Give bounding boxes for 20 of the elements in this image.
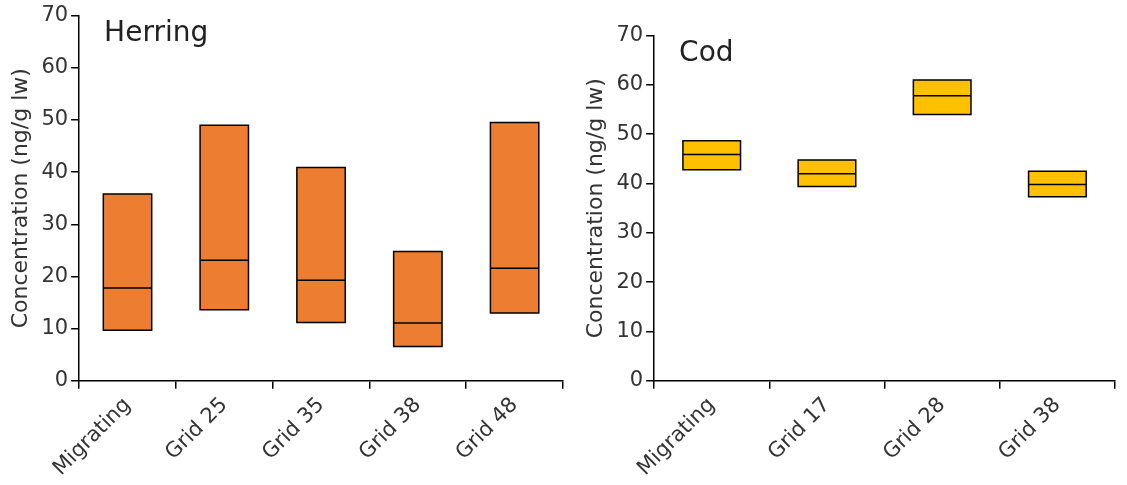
y-tick-label: 40 xyxy=(616,170,644,195)
y-tick-label: 30 xyxy=(616,219,644,244)
y-tick-label: 30 xyxy=(41,210,69,235)
y-tick-label: 40 xyxy=(41,158,69,183)
y-tick-label: 10 xyxy=(41,315,69,340)
y-tick-label: 0 xyxy=(54,367,69,392)
y-tick-label: 50 xyxy=(41,106,69,131)
y-tick-label: 20 xyxy=(41,262,69,287)
y-tick-label: 70 xyxy=(616,22,644,47)
chart-title: Cod xyxy=(679,34,734,68)
y-tick-label: 10 xyxy=(616,317,644,342)
y-tick-label: 0 xyxy=(629,367,644,392)
y-tick-label: 60 xyxy=(41,54,69,79)
chart-title: Herring xyxy=(104,14,209,48)
y-tick-label: 20 xyxy=(616,268,644,293)
y-tick-label: 70 xyxy=(41,2,69,27)
y-axis-title: Concentration (ng/g lw) xyxy=(6,68,32,329)
y-tick-label: 50 xyxy=(616,120,644,145)
y-axis-title: Concentration (ng/g lw) xyxy=(581,78,607,339)
y-tick-label: 60 xyxy=(616,71,644,96)
